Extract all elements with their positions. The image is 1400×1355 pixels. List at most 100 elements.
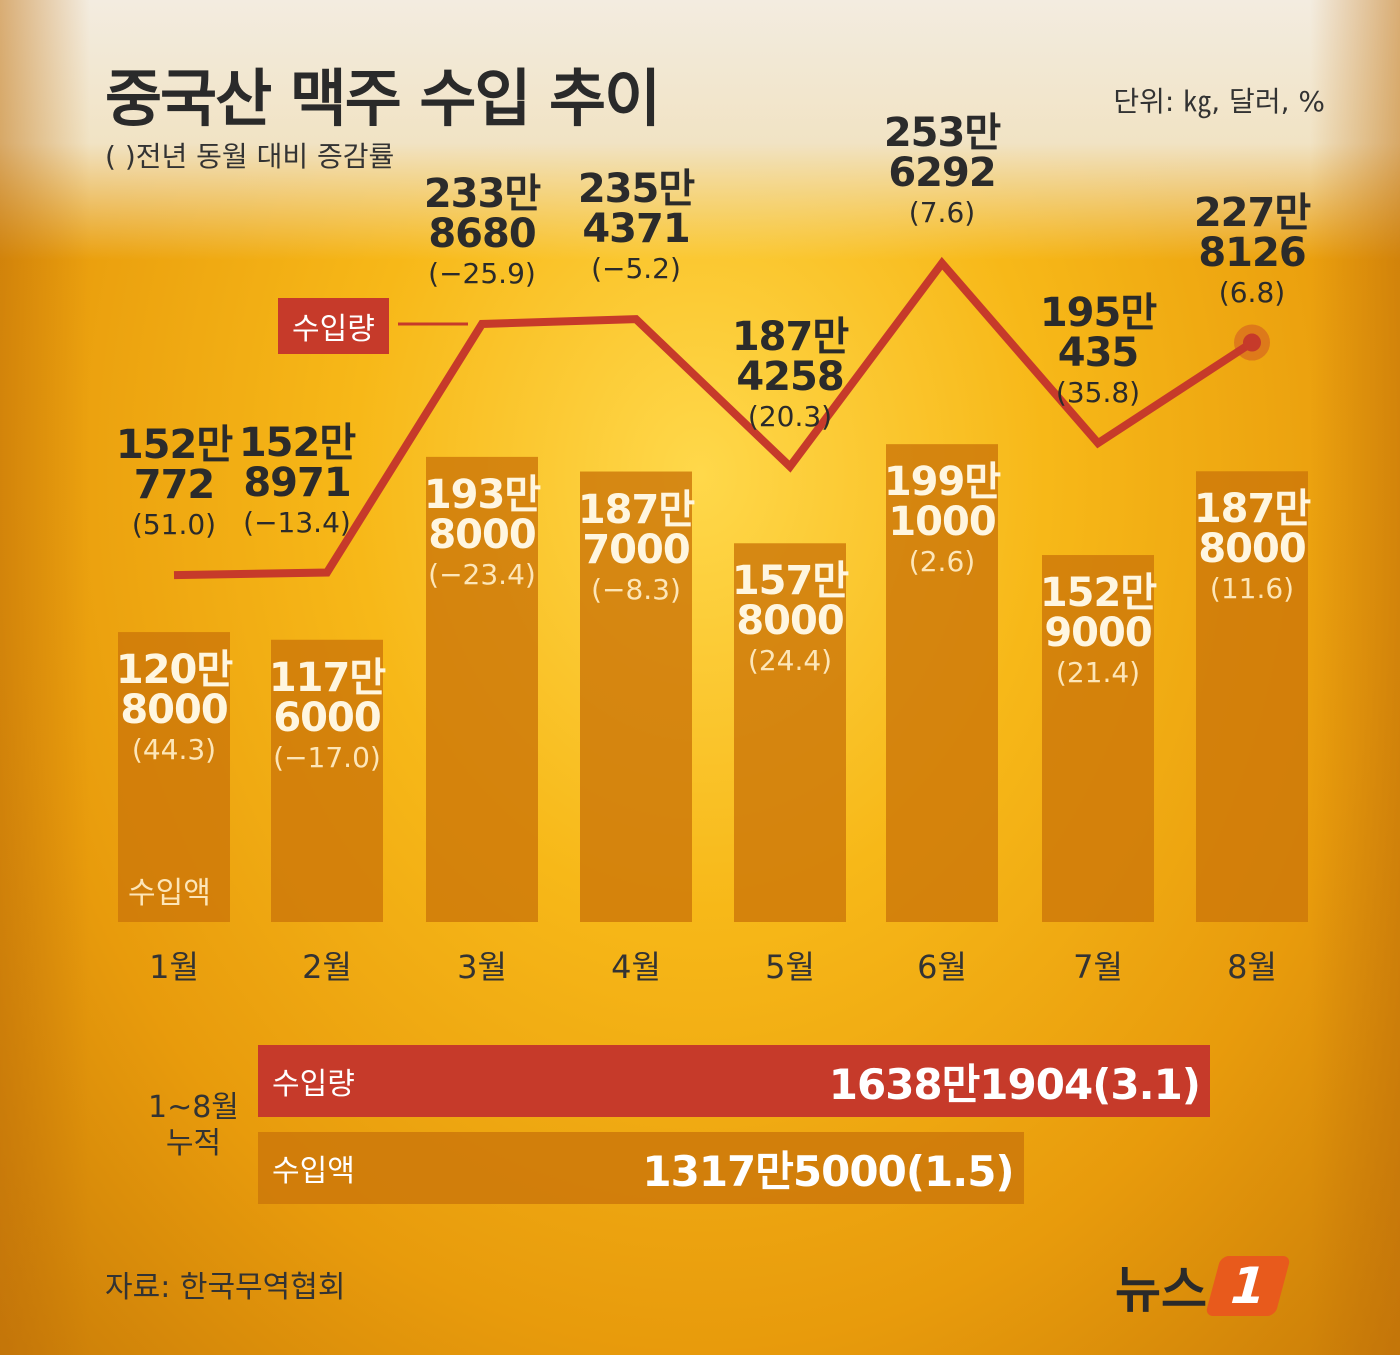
bar-3월 bbox=[426, 456, 538, 922]
cumulative-amount-name: 수입액 bbox=[272, 1154, 355, 1189]
bar-label-main: 193만 bbox=[423, 471, 541, 518]
line-label-pct: (20.3) bbox=[747, 399, 833, 433]
beer-foam bbox=[0, 0, 1400, 260]
bar-label-4: 157만 8000 (24.4) bbox=[731, 558, 849, 678]
legend-volume: 수입량 bbox=[278, 298, 389, 354]
line-label-rest: 8126 bbox=[1198, 229, 1306, 276]
month-label: 8월 bbox=[1227, 948, 1277, 986]
bar-4월 bbox=[580, 471, 692, 922]
line-label-0: 152만 772 (51.0) bbox=[115, 422, 233, 542]
bar-label-main: 117만 bbox=[268, 654, 386, 701]
bar-label-3: 187만 7000 (−8.3) bbox=[577, 486, 695, 606]
line-label-5: 253만 6292 (7.6) bbox=[884, 113, 1001, 230]
cumulative-volume-name: 수입량 bbox=[272, 1067, 355, 1102]
cumulative-label: 1~8월 누적 bbox=[148, 1090, 239, 1162]
month-label: 7월 bbox=[1073, 948, 1123, 986]
bar-label-pct: (−8.3) bbox=[591, 572, 681, 606]
line-label-pct: (35.8) bbox=[1055, 376, 1141, 410]
line-label-pct: (7.6) bbox=[908, 196, 976, 230]
bar-label-5: 199만 1000 (2.6) bbox=[883, 459, 1001, 579]
cumulative-volume-bar: 수입량 1638만1904(3.1) bbox=[258, 1045, 1210, 1117]
line-label-rest: 772 bbox=[133, 462, 216, 509]
line-label-main: 152만 bbox=[238, 419, 356, 466]
line-label-3: 235만 4371 (−5.2) bbox=[577, 166, 695, 286]
bar-6월 bbox=[886, 444, 998, 922]
bar-5월 bbox=[734, 543, 846, 922]
line-label-2: 233만 8680 (−25.9) bbox=[423, 170, 541, 290]
bar-label-1: 117만 6000 (−17.0) bbox=[268, 654, 386, 774]
bar-label-rest: 8000 bbox=[1198, 526, 1306, 573]
bar-label-pct: (11.6) bbox=[1209, 572, 1295, 606]
cumulative-amount-value: 1317만5000(1.5) bbox=[642, 1146, 1014, 1196]
line-label-main: 195만 bbox=[1039, 290, 1157, 337]
logo-mark: 1 bbox=[1204, 1256, 1292, 1316]
cumulative-volume-value: 1638만1904(3.1) bbox=[828, 1059, 1201, 1109]
bar-label-main: 120만 bbox=[115, 647, 233, 694]
bar-label-main: 187만 bbox=[1193, 486, 1311, 533]
news1-logo: 뉴스 1 bbox=[1115, 1250, 1292, 1322]
line-label-4: 187만 4258 (20.3) bbox=[731, 313, 849, 433]
bar-8월 bbox=[1196, 471, 1308, 922]
line-label-pct: (6.8) bbox=[1218, 275, 1286, 309]
cumulative-label-line1: 1~8월 bbox=[148, 1090, 239, 1125]
bar-label-rest: 7000 bbox=[582, 526, 690, 573]
line-label-1: 152만 8971 (−13.4) bbox=[238, 419, 356, 539]
endpoint-marker bbox=[1243, 333, 1261, 352]
bar-label-rest: 9000 bbox=[1044, 610, 1152, 657]
bar-label-6: 152만 9000 (21.4) bbox=[1039, 570, 1157, 690]
legend-amount: 수입액 bbox=[128, 876, 211, 911]
bar-label-pct: (−17.0) bbox=[273, 740, 381, 774]
line-label-rest: 6292 bbox=[888, 150, 996, 197]
line-label-rest: 4371 bbox=[582, 206, 690, 253]
bar-7월 bbox=[1042, 555, 1154, 922]
bar-label-0: 120만 8000 (44.3) bbox=[115, 647, 233, 767]
line-label-main: 227만 bbox=[1193, 189, 1311, 236]
bar-label-pct: (−23.4) bbox=[428, 557, 536, 591]
bar-label-main: 157만 bbox=[731, 558, 849, 605]
chart-subtitle: ( )전년 동월 대비 증감률 bbox=[105, 140, 395, 173]
line-label-pct: (51.0) bbox=[131, 508, 217, 542]
chart-title: 중국산 맥주 수입 추이 bbox=[105, 62, 661, 135]
bar-label-rest: 6000 bbox=[273, 694, 381, 741]
bar-label-main: 199만 bbox=[883, 459, 1001, 506]
line-label-main: 235만 bbox=[577, 166, 695, 213]
line-label-7: 227만 8126 (6.8) bbox=[1193, 189, 1311, 309]
line-label-rest: 8971 bbox=[243, 459, 351, 506]
cumulative-amount-bar: 수입액 1317만5000(1.5) bbox=[258, 1132, 1024, 1204]
bar-label-rest: 8000 bbox=[120, 687, 228, 734]
month-label: 5월 bbox=[765, 948, 815, 986]
bar-label-rest: 8000 bbox=[736, 598, 844, 645]
line-label-main: 233만 bbox=[423, 170, 541, 217]
bar-label-pct: (21.4) bbox=[1055, 656, 1141, 690]
bar-label-7: 187만 8000 (11.6) bbox=[1193, 486, 1311, 606]
cumulative-label-line2: 누적 bbox=[165, 1126, 222, 1161]
month-label: 3월 bbox=[457, 948, 507, 986]
line-label-6: 195만 435 (35.8) bbox=[1039, 290, 1157, 410]
source-note: 자료: 한국무역협회 bbox=[105, 1270, 346, 1305]
volume-line bbox=[173, 256, 1255, 580]
bar-label-pct: (24.4) bbox=[747, 644, 833, 678]
line-label-pct: (−13.4) bbox=[243, 505, 351, 539]
month-label: 6월 bbox=[917, 948, 967, 986]
bar-1월 bbox=[118, 632, 230, 922]
bar-label-main: 152만 bbox=[1039, 570, 1157, 617]
bar-label-2: 193만 8000 (−23.4) bbox=[423, 471, 541, 591]
bar-label-rest: 8000 bbox=[428, 511, 536, 558]
bar-label-rest: 1000 bbox=[888, 499, 996, 546]
line-label-main: 187만 bbox=[731, 313, 849, 360]
month-label: 4월 bbox=[611, 948, 661, 986]
line-label-rest: 435 bbox=[1057, 330, 1140, 377]
line-label-main: 152만 bbox=[115, 422, 233, 469]
glass-edge-right bbox=[1310, 0, 1400, 1355]
line-label-rest: 4258 bbox=[736, 353, 844, 400]
line-label-pct: (−5.2) bbox=[591, 252, 681, 286]
bar-label-pct: (44.3) bbox=[131, 733, 217, 767]
unit-label: 단위: ㎏, 달러, % bbox=[1113, 85, 1325, 118]
month-label: 1월 bbox=[149, 948, 199, 986]
month-label: 2월 bbox=[302, 948, 352, 986]
bar-label-main: 187만 bbox=[577, 486, 695, 533]
line-label-pct: (−25.9) bbox=[428, 256, 536, 290]
bar-label-pct: (2.6) bbox=[908, 545, 976, 579]
logo-text: 뉴스 bbox=[1115, 1261, 1207, 1319]
